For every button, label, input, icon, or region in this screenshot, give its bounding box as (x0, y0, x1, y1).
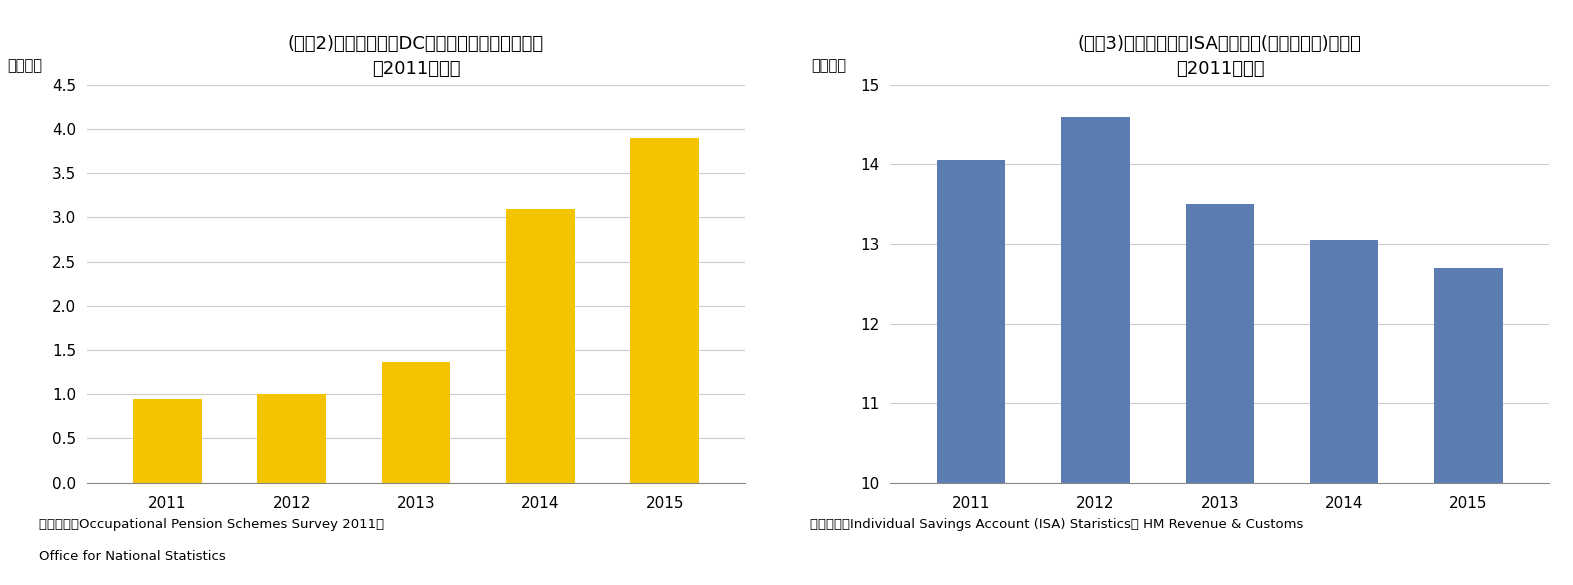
Bar (1435, 268, 1502, 585)
Bar (507, 209, 574, 483)
Bar (382, 362, 450, 483)
Bar (631, 138, 698, 483)
Text: Office for National Statistics: Office for National Statistics (39, 550, 227, 563)
Bar (134, 398, 201, 483)
Title: (図表3)英国におけるISAの加入者(払込ベース)の推移
（2011年～）: (図表3)英国におけるISAの加入者(払込ベース)の推移 （2011年～） (1078, 35, 1362, 78)
Text: （百万）: （百万） (812, 58, 846, 73)
Title: (図表2)英国におけるDCの民間企業加入者の推移
（2011年～）: (図表2)英国におけるDCの民間企業加入者の推移 （2011年～） (288, 35, 544, 78)
Bar (1310, 240, 1378, 585)
Bar (1186, 204, 1254, 585)
Bar (258, 394, 326, 483)
Text: （出所）「Individual Savings Account (ISA) Staristics」 HM Revenue & Customs: （出所）「Individual Savings Account (ISA) St… (810, 518, 1304, 531)
Bar (1062, 116, 1129, 585)
Text: （出所）「Occupational Pension Schemes Survey 2011」: （出所）「Occupational Pension Schemes Survey… (39, 518, 384, 531)
Text: （百万）: （百万） (8, 58, 42, 73)
Bar (938, 160, 1005, 585)
